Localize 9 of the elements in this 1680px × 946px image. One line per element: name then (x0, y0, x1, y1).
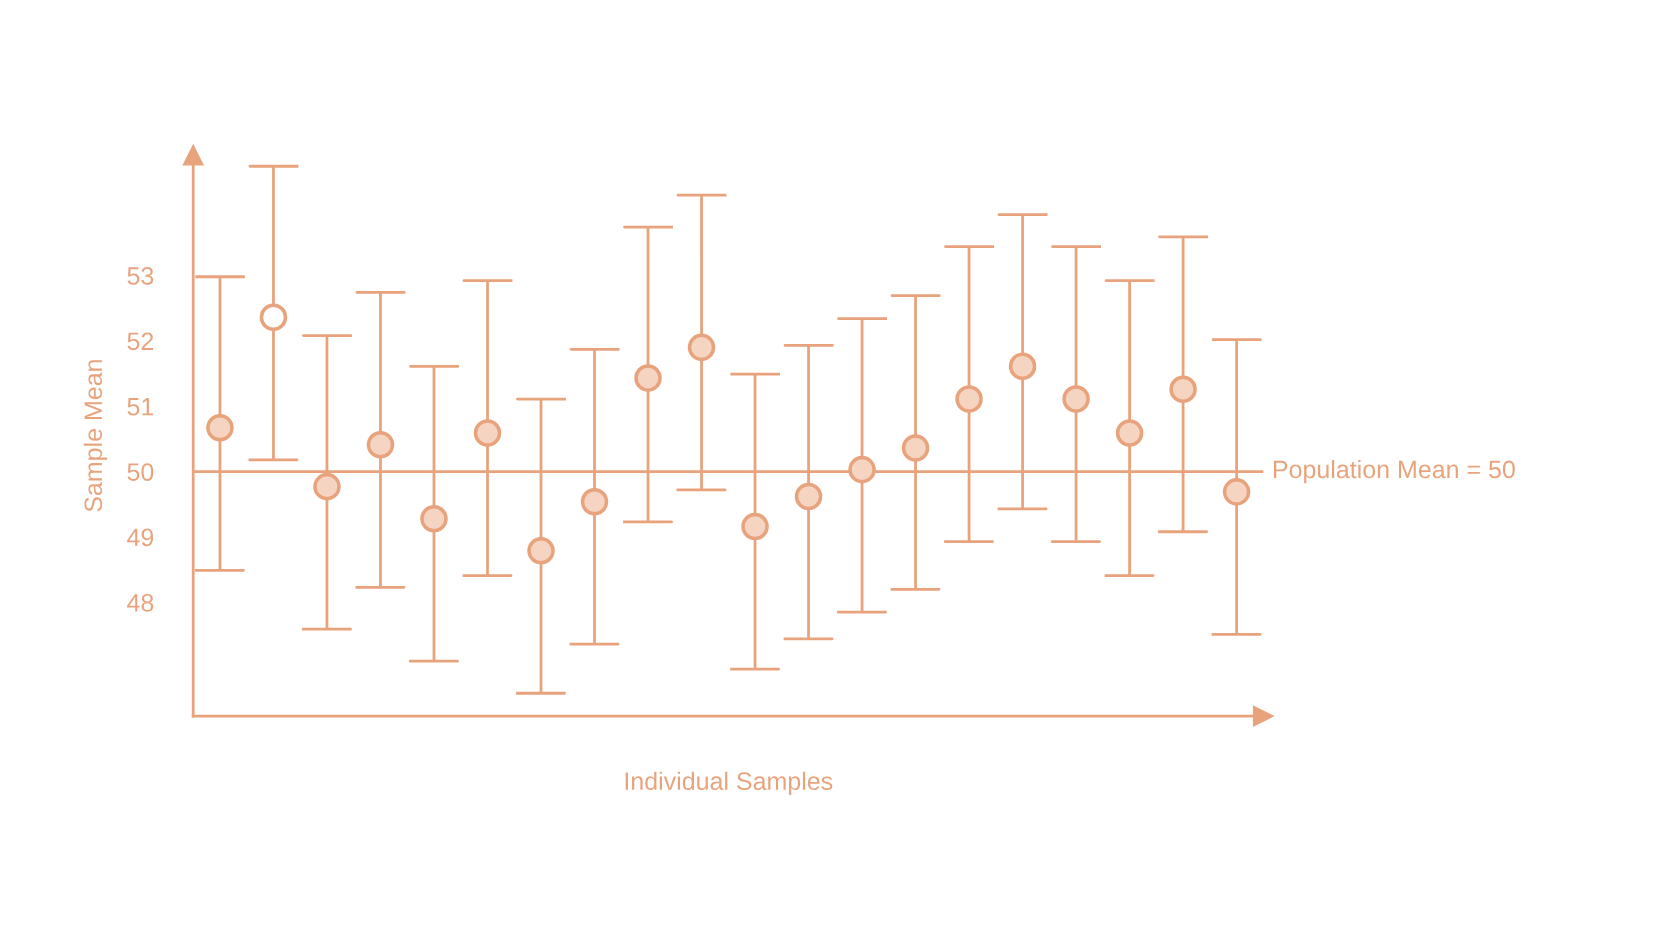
x-axis-title: Individual Samples (625, 771, 833, 795)
y-tick-label: 53 (127, 267, 154, 285)
y-tick-label: 50 (127, 463, 154, 481)
y-tick-label: 52 (127, 332, 154, 351)
y-axis-title: Sample Mean (83, 360, 108, 512)
ref-line-label: Population Mean = 50 (1273, 459, 1515, 484)
y-tick-label: 48 (127, 593, 154, 612)
y-tick-label: 51 (127, 398, 154, 416)
y-tick-label: 49 (127, 528, 154, 547)
